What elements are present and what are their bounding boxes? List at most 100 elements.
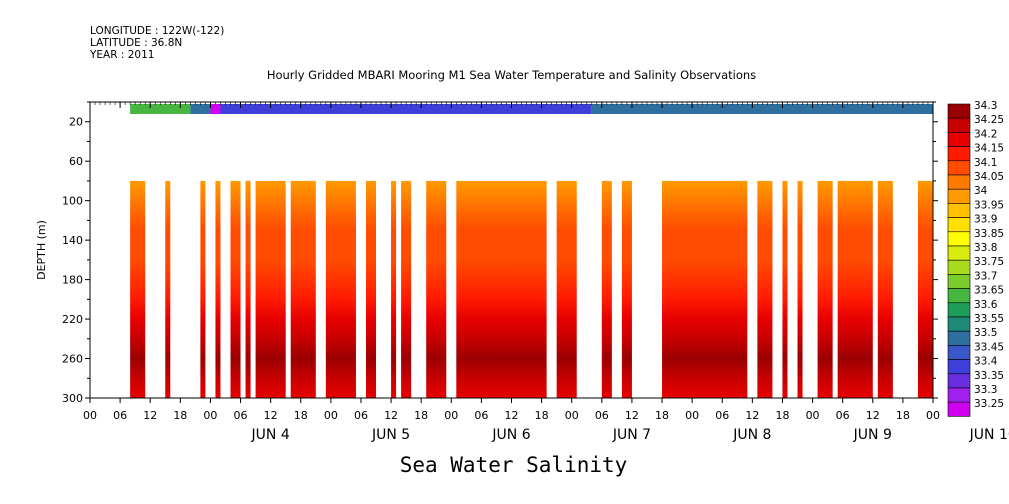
x-hour-tick-label: 18 — [414, 409, 428, 422]
colorbar-swatch — [947, 330, 971, 346]
y-tick-label: 100 — [62, 195, 83, 208]
data-column — [401, 180, 412, 398]
colorbar: 34.3 34.25 34.2 34.15 34.1 34.05 34 33.95 33.9 33… — [947, 100, 1004, 417]
data-column — [426, 180, 447, 398]
variable-name: Sea Water Salinity — [399, 453, 628, 477]
x-hour-tick-label: 00 — [565, 409, 579, 422]
chart-title: Hourly Gridded MBARI Mooring M1 Sea Wate… — [266, 68, 757, 82]
x-hour-tick-label: 06 — [113, 409, 127, 422]
x-hour-tick-label: 18 — [655, 409, 669, 422]
colorbar-label: 33.45 — [974, 341, 1004, 353]
x-hour-tick-label: 00 — [324, 409, 338, 422]
data-column — [662, 180, 748, 398]
x-day-label: JUN 9 — [853, 427, 892, 443]
colorbar-label: 33.85 — [974, 228, 1004, 240]
colorbar-swatch — [947, 117, 971, 133]
colorbar-swatch — [947, 188, 971, 204]
x-hour-tick-label: 18 — [535, 409, 549, 422]
data-column — [365, 180, 377, 398]
colorbar-swatch — [947, 302, 971, 318]
year-label: YEAR : 2011 — [90, 49, 155, 61]
x-hour-tick-label: 00 — [83, 409, 97, 422]
colorbar-label: 33.6 — [974, 299, 998, 311]
colorbar-swatch — [947, 217, 971, 233]
x-hour-tick-label: 00 — [926, 409, 940, 422]
x-hour-tick-label: 12 — [866, 409, 880, 422]
y-tick-label: 180 — [62, 274, 83, 287]
surface-segment — [210, 104, 221, 114]
colorbar-swatch — [947, 203, 971, 218]
x-hour-tick-label: 06 — [715, 409, 729, 422]
colorbar-label: 33.25 — [974, 398, 1004, 410]
colorbar-swatch — [947, 345, 971, 360]
x-hour-tick-label: 06 — [474, 409, 488, 422]
colorbar-swatch — [947, 373, 971, 389]
colorbar-swatch — [947, 387, 971, 403]
data-column — [601, 180, 612, 398]
colorbar-label: 33.4 — [974, 356, 998, 368]
x-hour-tick-label: 12 — [143, 409, 157, 422]
data-column — [165, 180, 171, 398]
colorbar-swatch — [947, 174, 971, 190]
latitude-label: LATITUDE : 36.8N — [90, 37, 183, 49]
colorbar-swatch — [947, 231, 971, 247]
data-column — [877, 180, 893, 398]
colorbar-swatch — [947, 146, 971, 162]
colorbar-label: 34.1 — [974, 157, 997, 169]
colorbar-swatch — [947, 316, 971, 332]
data-column — [837, 180, 873, 398]
surface-segment — [130, 104, 191, 114]
y-tick-label: 140 — [62, 234, 83, 247]
x-hour-tick-label: 00 — [685, 409, 699, 422]
data-column — [797, 180, 803, 398]
y-tick-label: 300 — [62, 392, 83, 405]
x-day-label: JUN 4 — [251, 427, 290, 443]
colorbar-label: 33.9 — [974, 214, 997, 226]
colorbar-label: 33.55 — [974, 313, 1004, 325]
x-hour-tick-label: 12 — [745, 409, 759, 422]
x-hour-tick-label: 00 — [444, 409, 458, 422]
x-hour-tick-label: 18 — [294, 409, 308, 422]
x-hour-tick-label: 00 — [806, 409, 820, 422]
y-tick-label: 60 — [69, 155, 83, 168]
y-axis-label: DEPTH (m) — [35, 220, 48, 280]
data-column — [255, 180, 286, 398]
colorbar-label: 33.7 — [974, 270, 997, 282]
x-hour-tick-label: 06 — [234, 409, 248, 422]
plot-area — [130, 104, 933, 398]
colorbar-label: 33.5 — [974, 327, 997, 339]
colorbar-swatch — [947, 288, 971, 304]
data-column — [230, 180, 241, 398]
data-column — [200, 180, 206, 398]
x-day-label: JUN 5 — [371, 427, 410, 443]
data-column — [290, 180, 316, 398]
x-day-label: JUN 10 — [969, 427, 1009, 443]
data-column — [456, 180, 547, 398]
x-day-label: JUN 7 — [612, 427, 651, 443]
colorbar-label: 33.75 — [974, 256, 1004, 268]
data-column — [621, 180, 632, 398]
colorbar-swatch — [947, 132, 971, 147]
colorbar-label: 34 — [974, 185, 988, 197]
colorbar-label: 34.25 — [974, 114, 1004, 126]
x-hour-tick-label: 18 — [173, 409, 187, 422]
data-column — [130, 180, 146, 398]
colorbar-label: 33.95 — [974, 199, 1004, 211]
x-hour-tick-label: 12 — [264, 409, 278, 422]
data-column — [245, 180, 251, 398]
x-hour-tick-label: 18 — [775, 409, 789, 422]
x-hour-tick-label: 06 — [354, 409, 368, 422]
colorbar-swatch — [947, 274, 971, 289]
x-hour-tick-label: 12 — [625, 409, 639, 422]
data-column — [817, 180, 833, 398]
x-hour-tick-label: 06 — [595, 409, 609, 422]
colorbar-label: 33.65 — [974, 285, 1004, 297]
x-hour-tick-label: 12 — [505, 409, 519, 422]
colorbar-swatch — [947, 401, 971, 417]
data-column — [757, 180, 773, 398]
surface-segment — [220, 104, 592, 114]
data-column — [325, 180, 356, 398]
colorbar-label: 33.8 — [974, 242, 997, 254]
x-day-label: JUN 6 — [491, 427, 530, 443]
